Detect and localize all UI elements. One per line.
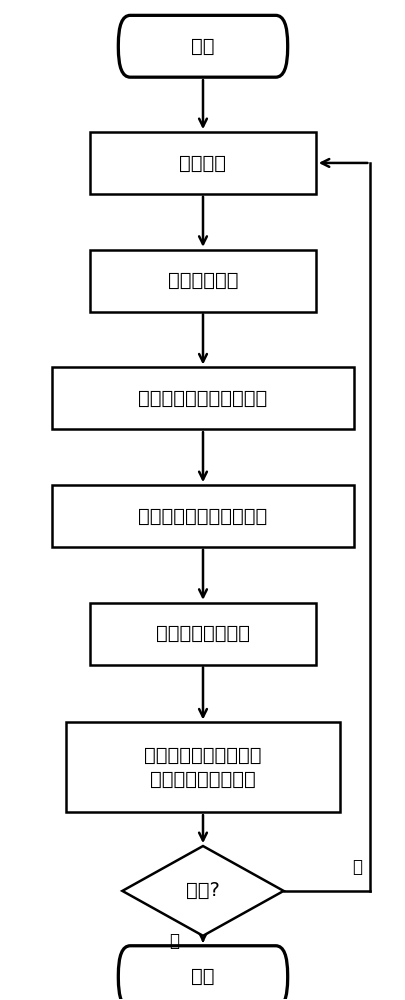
Bar — [66, 722, 339, 812]
Text: 根据时间差进行移位对齐: 根据时间差进行移位对齐 — [138, 506, 267, 525]
Text: 结束?: 结束? — [185, 881, 220, 900]
Text: 是: 是 — [168, 932, 178, 950]
Text: 判断震动信号是否来自
同一震源并储存结果: 判断震动信号是否来自 同一震源并储存结果 — [144, 746, 261, 789]
Text: 否: 否 — [352, 858, 361, 876]
Bar — [52, 485, 353, 547]
Polygon shape — [122, 846, 283, 936]
FancyBboxPatch shape — [118, 15, 287, 77]
Bar — [52, 367, 353, 429]
Text: 读取数据: 读取数据 — [179, 153, 226, 172]
Bar — [90, 132, 315, 194]
Text: 计算相关函数: 计算相关函数 — [167, 271, 238, 290]
Text: 开始: 开始 — [191, 37, 214, 56]
Bar — [90, 250, 315, 312]
Bar — [90, 603, 315, 665]
Text: 计算最大相关时的时间差: 计算最大相关时的时间差 — [138, 389, 267, 408]
FancyBboxPatch shape — [118, 946, 287, 1000]
Text: 计算相关函数矩阵: 计算相关函数矩阵 — [156, 624, 249, 643]
Text: 结束: 结束 — [191, 967, 214, 986]
